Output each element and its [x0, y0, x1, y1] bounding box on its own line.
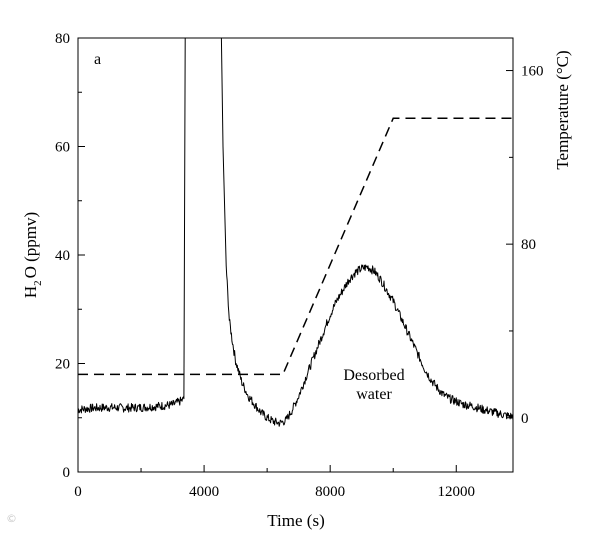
y-tick-label: 60 [55, 140, 70, 156]
x-tick-label: 4000 [189, 484, 219, 500]
y-axis-title: H2O (ppmv) [21, 212, 44, 298]
series-line-h2o [77, 37, 514, 427]
y-axis-title-sub: 2 [32, 280, 44, 286]
x-tick-label: 12000 [438, 484, 476, 500]
y2-tick-label: 160 [521, 64, 544, 80]
y2-tick-label: 0 [521, 411, 529, 427]
y-axis-title-base: H [21, 286, 40, 298]
y-axis-title-rest: O (ppmv) [21, 212, 40, 279]
annotation-water: water [356, 386, 392, 403]
y2-axis-title: Temperature (°C) [553, 50, 572, 169]
y-tick-label: 0 [63, 465, 71, 481]
watermark: © [6, 512, 17, 525]
y-tick-label: 20 [55, 357, 70, 373]
y-tick-label: 80 [55, 31, 70, 47]
x-tick-label: 0 [74, 484, 82, 500]
labels-group: 0 4000 8000 12000 0 20 40 60 80 0 80 160 [55, 31, 544, 500]
annotation-desorbed: Desorbed [343, 367, 404, 384]
y2-tick-label: 80 [521, 237, 536, 253]
x-tick-label: 8000 [315, 484, 345, 500]
series-line-temperature [78, 117, 513, 376]
y-tick-label: 40 [55, 248, 70, 264]
panel-label: a [94, 51, 101, 68]
series-group [77, 37, 514, 427]
x-axis-title: Time (s) [267, 511, 324, 530]
